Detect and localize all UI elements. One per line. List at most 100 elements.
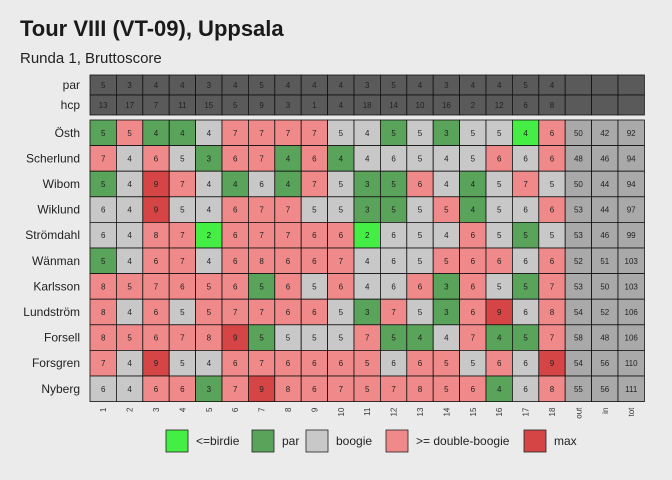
score-value: 7 <box>312 129 317 138</box>
total-cell <box>564 145 593 172</box>
score-value: 8 <box>550 308 555 317</box>
score-value: 4 <box>127 385 132 394</box>
info-cell-value: 9 <box>259 101 264 110</box>
total-value: 92 <box>627 129 636 138</box>
score-value: 8 <box>101 282 106 291</box>
player-name: Lundström <box>23 305 80 319</box>
total-value: 58 <box>574 334 583 343</box>
score-value: 5 <box>127 282 132 291</box>
score-value: 4 <box>497 334 502 343</box>
score-value: 6 <box>418 180 423 189</box>
score-value: 4 <box>523 129 528 138</box>
score-cell <box>221 196 249 223</box>
score-value: 4 <box>471 180 476 189</box>
score-value: 6 <box>523 154 528 163</box>
score-value: 5 <box>497 180 502 189</box>
total-cell <box>591 247 619 275</box>
score-cell <box>168 349 196 377</box>
score-cell <box>459 298 487 326</box>
score-value: 6 <box>180 282 185 291</box>
score-value: 6 <box>101 231 106 240</box>
info-cell-value: 7 <box>154 101 159 110</box>
score-value: 4 <box>444 231 449 240</box>
score-value: 6 <box>391 257 396 266</box>
legend-swatch <box>385 429 409 453</box>
score-cell <box>300 273 329 300</box>
score-cell <box>168 273 196 300</box>
score-value: 5 <box>207 308 212 317</box>
score-value: 6 <box>471 308 476 317</box>
total-value: 44 <box>600 206 609 215</box>
score-value: 5 <box>418 231 423 240</box>
score-value: 4 <box>444 180 449 189</box>
score-value: 6 <box>312 154 317 163</box>
score-cell <box>116 196 144 223</box>
info-cell-value: 12 <box>495 101 504 110</box>
total-value: 53 <box>574 206 583 215</box>
legend-label: boogie <box>336 434 372 448</box>
column-label: 8 <box>284 407 293 412</box>
score-value: 5 <box>339 180 344 189</box>
score-cell <box>538 298 566 326</box>
score-value: 5 <box>418 308 423 317</box>
info-cell-value: 4 <box>180 81 185 90</box>
score-value: 7 <box>259 359 264 368</box>
score-value: 8 <box>286 385 291 394</box>
score-value: 6 <box>550 129 555 138</box>
score-value: 7 <box>391 385 396 394</box>
score-value: 3 <box>365 206 370 215</box>
score-value: 4 <box>365 282 370 291</box>
score-value: 6 <box>497 257 502 266</box>
score-cell <box>432 145 461 172</box>
legend-label: >= double-boogie <box>416 434 510 448</box>
score-value: 4 <box>444 334 449 343</box>
score-value: 5 <box>418 154 423 163</box>
column-label: in <box>601 408 610 414</box>
score-value: 3 <box>207 154 212 163</box>
info-cell-value: 3 <box>207 81 212 90</box>
score-cell <box>459 196 487 223</box>
score-value: 6 <box>471 282 476 291</box>
score-cell <box>195 221 223 249</box>
score-value: 6 <box>233 257 238 266</box>
score-cell <box>247 349 276 377</box>
info-cell-value: 4 <box>418 81 423 90</box>
score-value: 6 <box>523 206 528 215</box>
score-cell <box>89 119 117 147</box>
score-cell <box>142 298 170 326</box>
score-cell <box>89 170 117 198</box>
total-value: 52 <box>600 308 609 317</box>
total-value: 94 <box>627 154 636 163</box>
score-cell <box>116 324 144 351</box>
score-cell <box>221 298 249 326</box>
column-label: 14 <box>442 407 451 416</box>
score-cell <box>142 324 170 351</box>
player-name: Nyberg <box>41 382 80 396</box>
info-cell <box>617 94 645 116</box>
score-value: 5 <box>391 180 396 189</box>
score-cell <box>353 170 381 198</box>
score-value: 7 <box>550 334 555 343</box>
score-value: 9 <box>497 308 502 317</box>
score-cell <box>89 349 117 377</box>
column-label: 16 <box>495 407 504 416</box>
legend-label: max <box>554 434 577 448</box>
score-cell <box>221 375 249 403</box>
info-cell-value: 4 <box>497 81 502 90</box>
score-cell <box>274 247 302 275</box>
score-value: 8 <box>101 334 106 343</box>
column-label: 11 <box>363 407 372 416</box>
score-value: 5 <box>497 129 502 138</box>
score-cell <box>353 375 381 403</box>
score-cell <box>379 247 408 275</box>
score-cell <box>168 375 196 403</box>
info-cell-value: 3 <box>444 81 449 90</box>
score-value: 3 <box>207 385 212 394</box>
info-cell-value: 4 <box>471 81 476 90</box>
score-cell <box>432 273 461 300</box>
score-cell <box>142 247 170 275</box>
score-value: 6 <box>497 359 502 368</box>
score-value: 4 <box>365 129 370 138</box>
score-value: 5 <box>312 334 317 343</box>
score-value: 5 <box>444 206 449 215</box>
